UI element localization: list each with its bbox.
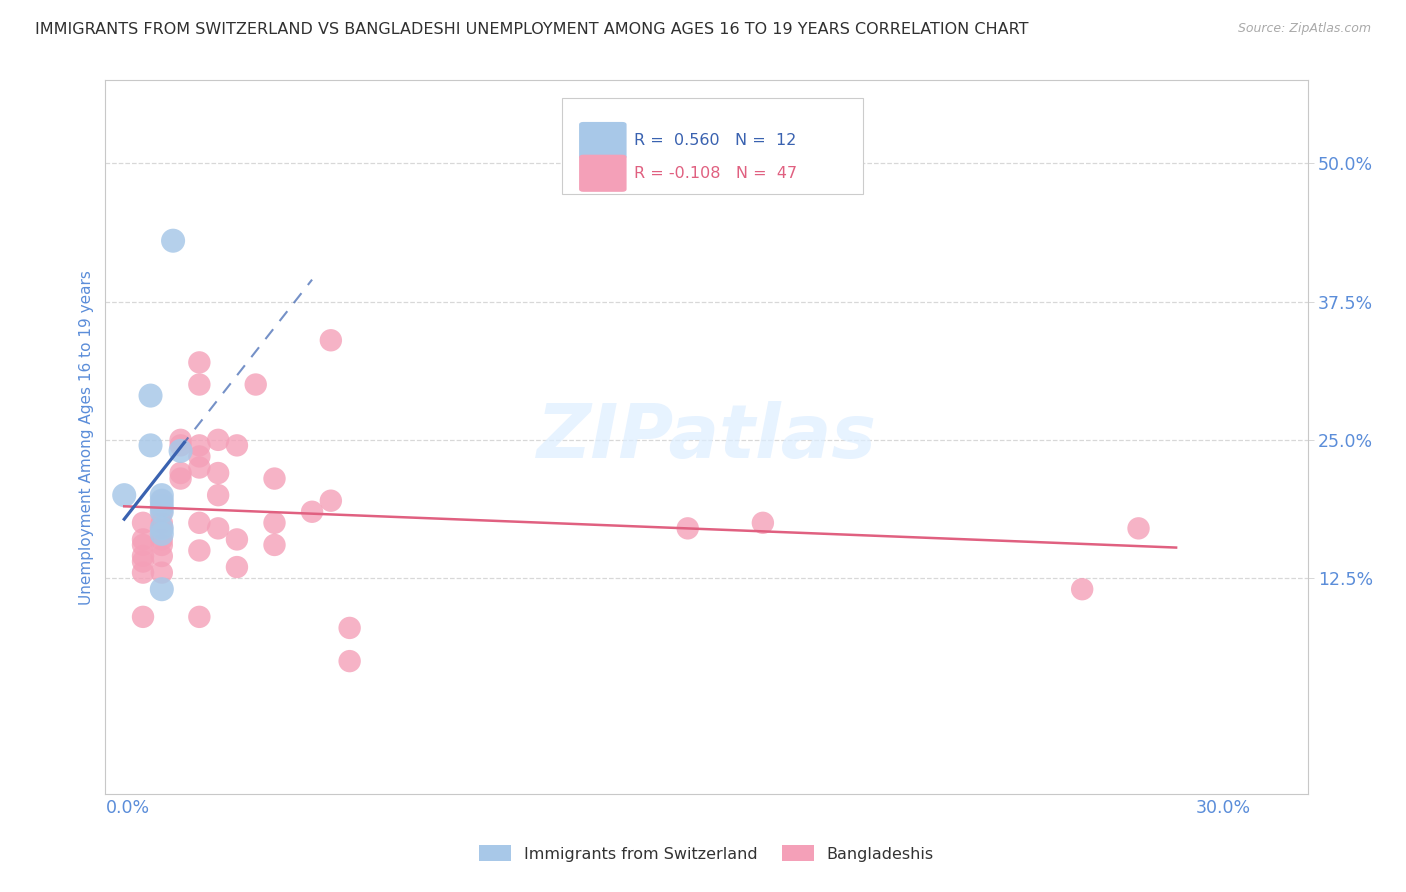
Point	[207, 488, 229, 502]
Point	[150, 493, 173, 508]
Point	[150, 500, 173, 514]
Text: Source: ZipAtlas.com: Source: ZipAtlas.com	[1237, 22, 1371, 36]
Point	[188, 450, 211, 464]
Point	[188, 438, 211, 452]
Point	[150, 516, 173, 530]
Point	[752, 516, 775, 530]
Point	[226, 560, 249, 574]
Point	[301, 505, 323, 519]
Point	[169, 472, 191, 486]
Point	[150, 538, 173, 552]
Point	[207, 433, 229, 447]
Point	[150, 521, 173, 535]
Point	[150, 582, 173, 597]
Point	[169, 444, 191, 458]
Point	[150, 505, 173, 519]
Text: R =  0.560   N =  12: R = 0.560 N = 12	[634, 133, 796, 148]
Point	[169, 438, 191, 452]
Point	[188, 377, 211, 392]
Point	[112, 488, 135, 502]
Text: 0.0%: 0.0%	[105, 799, 149, 817]
Point	[319, 333, 342, 347]
Point	[188, 543, 211, 558]
Point	[150, 521, 173, 535]
Point	[339, 654, 361, 668]
Point	[263, 538, 285, 552]
Point	[226, 533, 249, 547]
Point	[132, 555, 155, 569]
Point	[150, 527, 173, 541]
Point	[139, 388, 162, 402]
Legend: Immigrants from Switzerland, Bangladeshis: Immigrants from Switzerland, Bangladeshi…	[472, 839, 941, 868]
Point	[188, 610, 211, 624]
Point	[150, 566, 173, 580]
Point	[188, 355, 211, 369]
Point	[132, 533, 155, 547]
Point	[132, 566, 155, 580]
Text: 30.0%: 30.0%	[1197, 799, 1251, 817]
Point	[263, 472, 285, 486]
Text: IMMIGRANTS FROM SWITZERLAND VS BANGLADESHI UNEMPLOYMENT AMONG AGES 16 TO 19 YEAR: IMMIGRANTS FROM SWITZERLAND VS BANGLADES…	[35, 22, 1029, 37]
Point	[150, 488, 173, 502]
Point	[169, 433, 191, 447]
Point	[207, 521, 229, 535]
Point	[150, 500, 173, 514]
Point	[139, 438, 162, 452]
Point	[207, 466, 229, 480]
Point	[226, 438, 249, 452]
Point	[132, 516, 155, 530]
Point	[245, 377, 267, 392]
Point	[319, 493, 342, 508]
Point	[132, 549, 155, 563]
Point	[132, 610, 155, 624]
Text: R = -0.108   N =  47: R = -0.108 N = 47	[634, 166, 797, 181]
Text: ZIPatlas: ZIPatlas	[537, 401, 876, 474]
Point	[162, 234, 184, 248]
Point	[263, 516, 285, 530]
Point	[150, 533, 173, 547]
Point	[132, 538, 155, 552]
Point	[676, 521, 699, 535]
Point	[150, 493, 173, 508]
Point	[188, 516, 211, 530]
Point	[188, 460, 211, 475]
Y-axis label: Unemployment Among Ages 16 to 19 years: Unemployment Among Ages 16 to 19 years	[79, 269, 94, 605]
Point	[339, 621, 361, 635]
Point	[1071, 582, 1094, 597]
Point	[169, 466, 191, 480]
Point	[150, 505, 173, 519]
Point	[150, 549, 173, 563]
Point	[1128, 521, 1150, 535]
